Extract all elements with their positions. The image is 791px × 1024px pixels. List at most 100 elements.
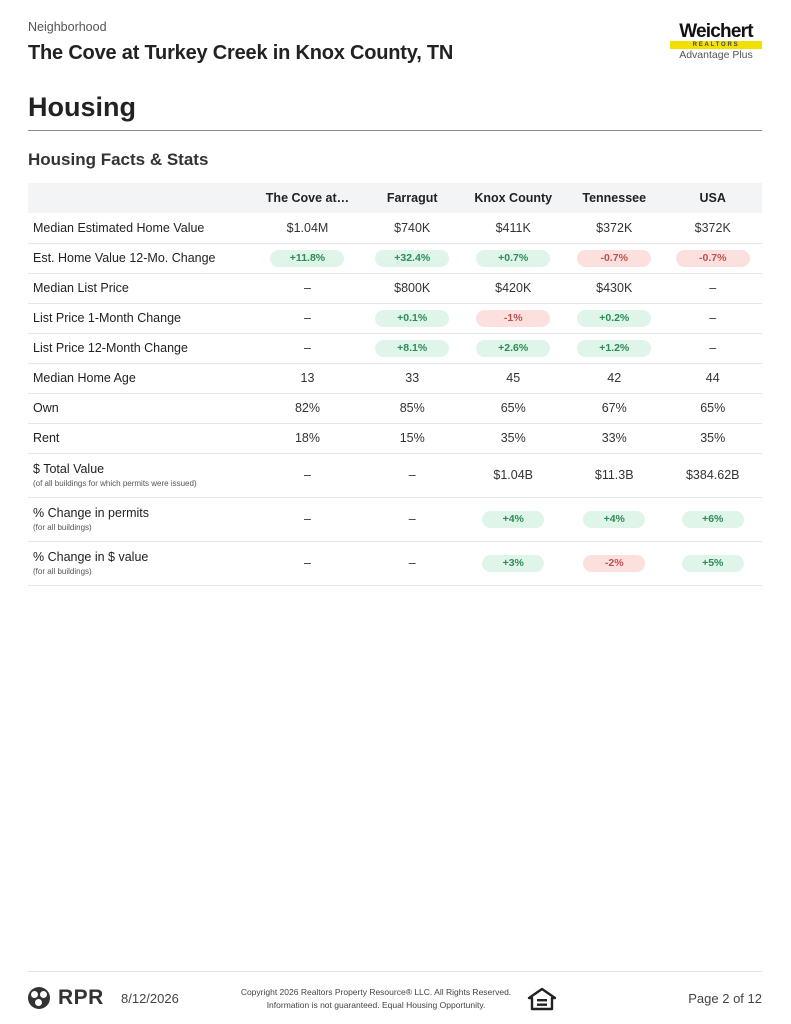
column-header: USA	[699, 191, 726, 205]
cell-value: $420K	[495, 281, 532, 295]
table-cell: $11.3B	[564, 453, 664, 498]
row-label: List Price 1-Month Change	[33, 311, 181, 325]
cell-value: –	[709, 281, 717, 295]
cell-value: $372K	[596, 220, 633, 235]
logo-bar: REALTORS	[670, 41, 762, 49]
cell-value: 35%	[500, 431, 526, 445]
row-label: Est. Home Value 12-Mo. Change	[33, 251, 216, 265]
row-label: $ Total Value	[33, 462, 105, 476]
cell-value: $430K	[596, 281, 633, 295]
table-cell: 67%	[564, 393, 664, 424]
table-cell: –	[663, 333, 762, 364]
table-cell: +11.8%	[252, 243, 363, 274]
table-row: Est. Home Value 12-Mo. Change +11.8% +32.4…	[28, 243, 762, 274]
header-blank	[28, 183, 252, 213]
cell-value: $1.04B	[493, 468, 534, 482]
table-cell: 85%	[362, 393, 462, 424]
table-cell: 15%	[362, 423, 462, 454]
table-cell: +1.2%	[564, 333, 664, 364]
row-label-cell: % Change in $ value (for all buildings)	[28, 541, 252, 586]
cell-value: $11.3B	[594, 468, 634, 482]
table-cell: 35%	[461, 423, 565, 454]
table-row: Median Home Age 13 33 45 42 44	[28, 363, 762, 394]
cell-value: –	[304, 556, 311, 570]
positive-change-badge: +2.6%	[476, 339, 551, 357]
table-cell: $411K	[461, 213, 565, 244]
positive-change-badge: +0.1%	[375, 309, 450, 327]
table-cell: 65%	[663, 393, 762, 424]
positive-change-badge: +6%	[681, 510, 744, 528]
footer-divider	[28, 971, 762, 972]
negative-change-badge: -0.7%	[577, 249, 652, 267]
table-cell: –	[252, 273, 363, 304]
table-cell: –	[252, 541, 363, 586]
table-cell: –	[252, 453, 363, 498]
page-footer: RPR 8/12/2026 Copyright 2026 Realtors Pr…	[28, 984, 762, 1014]
table-cell: +0.1%	[362, 303, 462, 334]
cell-value: –	[304, 468, 311, 482]
table-cell: 18%	[252, 423, 363, 454]
table-cell: –	[362, 453, 462, 498]
neighborhood-title: The Cove at Turkey Creek in Knox County,…	[28, 42, 454, 64]
row-label-cell: Own	[28, 393, 252, 424]
row-label: Own	[33, 401, 59, 415]
table-cell: 33	[362, 363, 462, 394]
positive-change-badge: +0.2%	[577, 309, 652, 327]
negative-change-badge: -2%	[583, 554, 646, 572]
cell-value: 33%	[601, 431, 627, 445]
table-cell: –	[252, 303, 363, 334]
cell-value: –	[304, 281, 311, 295]
table-cell: +2.6%	[461, 333, 565, 364]
table-cell: 33%	[564, 423, 664, 454]
cell-value: –	[408, 468, 416, 482]
cell-value: –	[709, 311, 717, 325]
row-label: Rent	[33, 431, 60, 445]
table-row: Own 82% 85% 65% 67% 65%	[28, 393, 762, 424]
table-row: % Change in permits (for all buildings) – –…	[28, 497, 762, 542]
cell-value: –	[408, 556, 416, 570]
cell-value: 15%	[399, 431, 425, 445]
cell-value: $372K	[694, 220, 731, 235]
eyebrow-label: Neighborhood	[28, 20, 107, 34]
cell-value: 42	[607, 371, 622, 385]
table-cell: +4%	[564, 497, 664, 542]
column-header: Tennessee	[582, 191, 647, 205]
table-cell: -1%	[461, 303, 565, 334]
table-row: List Price 1-Month Change – +0.1% -1% +0.2% –	[28, 303, 762, 334]
table-cell: $1.04B	[461, 453, 565, 498]
positive-change-badge: +8.1%	[375, 339, 450, 357]
table-row: Median List Price – $800K $420K $430K –	[28, 273, 762, 304]
row-label-cell: Median Home Age	[28, 363, 252, 394]
equal-housing-icon	[527, 987, 557, 1011]
column-header: Farragut	[386, 191, 438, 205]
table-cell: $800K	[362, 273, 462, 304]
table-cell: $372K	[663, 213, 762, 244]
rpr-brand: RPR	[58, 986, 104, 1009]
page-number: Page 2 of 12	[688, 991, 762, 1006]
table-cell: –	[252, 333, 363, 364]
row-label-cell: Rent	[28, 423, 252, 454]
cell-value: 85%	[399, 401, 425, 415]
table-cell: $372K	[564, 213, 664, 244]
cell-value: $1.04M	[286, 220, 329, 235]
table-cell: $740K	[362, 213, 462, 244]
table-cell: +3%	[461, 541, 565, 586]
table-cell: $384.62B	[663, 453, 762, 498]
copyright-notice: Copyright 2026 Realtors Property Resourc…	[226, 986, 526, 1012]
cell-value: 18%	[294, 431, 320, 445]
table-row: Median Estimated Home Value $1.04M $740K $4…	[28, 213, 762, 244]
positive-change-badge: +0.7%	[476, 249, 551, 267]
row-label-cell: % Change in permits (for all buildings)	[28, 497, 252, 542]
table-cell: $430K	[564, 273, 664, 304]
row-label-cell: $ Total Value (of all buildings for which…	[28, 453, 252, 498]
cell-value: –	[408, 512, 416, 526]
table-cell: 42	[564, 363, 664, 394]
cell-value: 82%	[294, 401, 320, 415]
table-cell: –	[252, 497, 363, 542]
table-cell: 13	[252, 363, 363, 394]
cell-value: 13	[300, 371, 315, 385]
table-cell: $420K	[461, 273, 565, 304]
disclaimer-line: Information is not guaranteed. Equal Hou…	[266, 1000, 486, 1010]
positive-change-badge: +4%	[482, 510, 545, 528]
cell-value: $740K	[394, 220, 431, 235]
